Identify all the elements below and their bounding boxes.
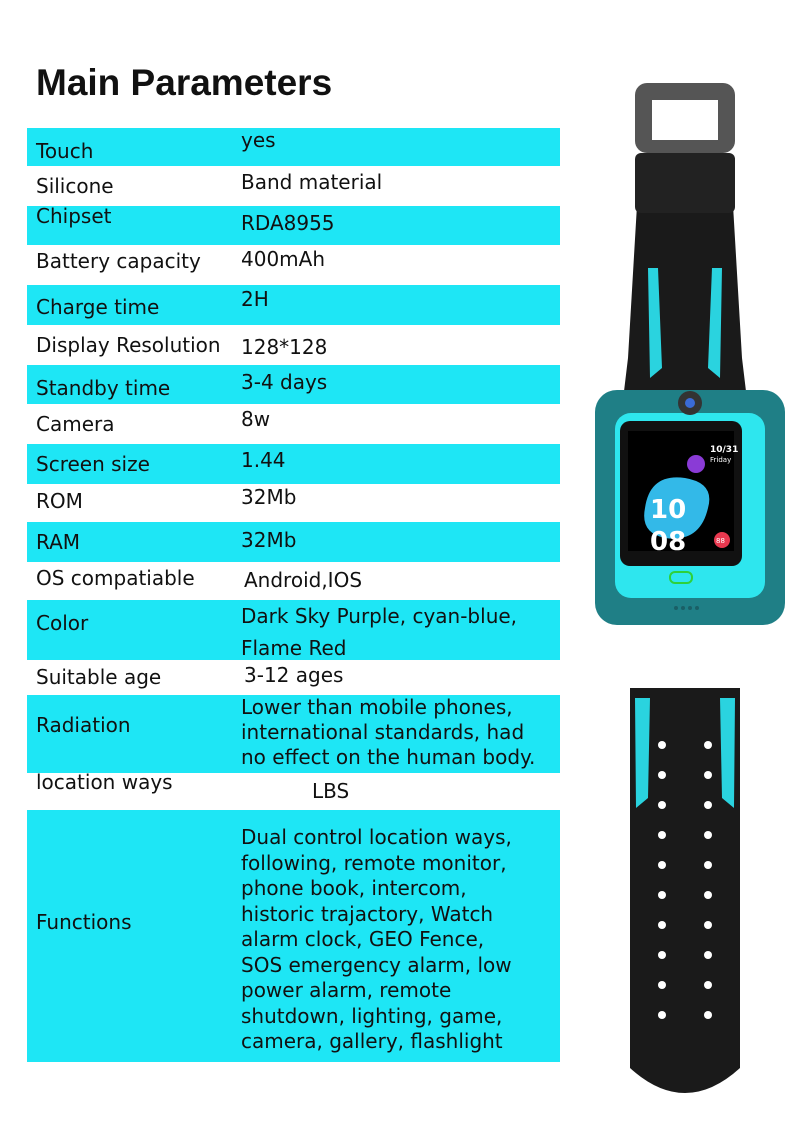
spec-row-display-resolution: Display Resolution 128*128 [27, 325, 560, 365]
spec-row-chipset: Chipset RDA8955 [27, 204, 560, 245]
spec-value: Dark Sky Purple, cyan-blue, Flame Red [241, 604, 518, 660]
spec-value: 400mAh [241, 247, 326, 271]
spec-value: Dual control location ways, following, r… [241, 825, 512, 1053]
spec-row-suitable-age: Suitable age 3-12 ages [27, 660, 560, 695]
spec-row-functions: Functions Dual control location ways, fo… [27, 810, 560, 1062]
watch-strap-bottom [630, 688, 740, 1093]
watch-hour: 10 [650, 495, 686, 525]
spec-value: Lower than mobile phones, international … [241, 695, 536, 769]
spec-value: 128*128 [241, 335, 328, 359]
spec-label: Battery capacity [36, 249, 201, 273]
spec-value: 8w [241, 407, 271, 431]
smartwatch-image: 10 08 10/31 Friday 88 [595, 83, 785, 1093]
call-button [669, 571, 693, 584]
spec-value: 2H [241, 287, 269, 311]
spec-value: Android,IOS [244, 568, 363, 592]
spec-label: RAM [36, 530, 81, 554]
spec-label: Display Resolution [36, 333, 221, 357]
spec-label: OS compatiable [36, 566, 195, 590]
spec-label: Camera [36, 412, 115, 436]
spec-label: Touch [36, 139, 94, 163]
spec-row-color: Color Dark Sky Purple, cyan-blue, Flame … [27, 600, 560, 660]
spec-label: Standby time [36, 376, 171, 400]
spec-row-radiation: Radiation Lower than mobile phones, inte… [27, 695, 560, 773]
spec-row-screen-size: Screen size 1.44 [27, 444, 560, 484]
spec-row-charge-time: Charge time 2H [27, 285, 560, 325]
spec-row-touch: Touch yes [27, 128, 560, 166]
spec-row-battery: Battery capacity 400mAh [27, 245, 560, 285]
watch-day: Friday [710, 456, 731, 464]
spec-label: Radiation [36, 713, 131, 737]
spec-value: 3-4 days [241, 370, 328, 394]
watch-minute: 08 [650, 527, 686, 557]
heart-icon [714, 532, 730, 548]
spec-value: 32Mb [241, 528, 297, 552]
spec-label: Suitable age [36, 665, 162, 689]
spec-label: location ways [36, 770, 173, 794]
spec-label: Charge time [36, 295, 160, 319]
spec-value: RDA8955 [241, 211, 335, 235]
watch-strap-top [622, 188, 748, 408]
spec-row-silicone: Silicone Band material [27, 166, 560, 206]
spec-label: Screen size [36, 452, 150, 476]
strap-holes [658, 741, 712, 1019]
spec-value: 32Mb [241, 485, 297, 509]
spec-label: ROM [36, 489, 83, 513]
heart-rate: 88 [716, 537, 725, 545]
spec-row-rom: ROM 32Mb [27, 484, 560, 522]
spec-value: LBS [312, 779, 350, 803]
spec-row-os: OS compatiable Android,IOS [27, 562, 560, 600]
spec-value: Band material [241, 170, 383, 194]
spec-label: Color [36, 611, 89, 635]
spec-row-location-ways: location ways LBS [27, 770, 560, 810]
spec-row-standby: Standby time 3-4 days [27, 365, 560, 404]
spec-value: 1.44 [241, 448, 286, 472]
spec-value: 3-12 ages [244, 663, 344, 687]
spec-row-camera: Camera 8w [27, 404, 560, 444]
spec-label: Chipset [36, 204, 112, 228]
spec-label: Silicone [36, 174, 114, 198]
watch-date: 10/31 [710, 445, 738, 455]
page-title: Main Parameters [36, 62, 333, 103]
spec-label: Functions [36, 910, 132, 934]
spec-value: yes [241, 128, 276, 152]
spec-row-ram: RAM 32Mb [27, 522, 560, 562]
